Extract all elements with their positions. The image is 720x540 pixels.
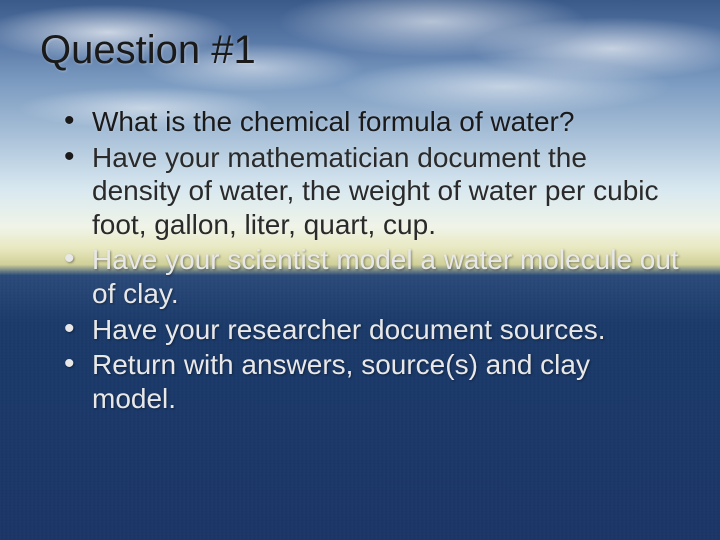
slide-content: Question #1 What is the chemical formula… [0, 0, 720, 540]
bullet-item: Have your scientist model a water molecu… [64, 243, 680, 310]
bullet-item: Return with answers, source(s) and clay … [64, 348, 680, 415]
bullet-item: What is the chemical formula of water? [64, 105, 680, 139]
bullet-item: Have your mathematician document the den… [64, 141, 680, 242]
slide: Question #1 What is the chemical formula… [0, 0, 720, 540]
bullet-list: What is the chemical formula of water? H… [40, 105, 680, 415]
bullet-item: Have your researcher document sources. [64, 313, 680, 347]
slide-title: Question #1 [40, 28, 680, 73]
